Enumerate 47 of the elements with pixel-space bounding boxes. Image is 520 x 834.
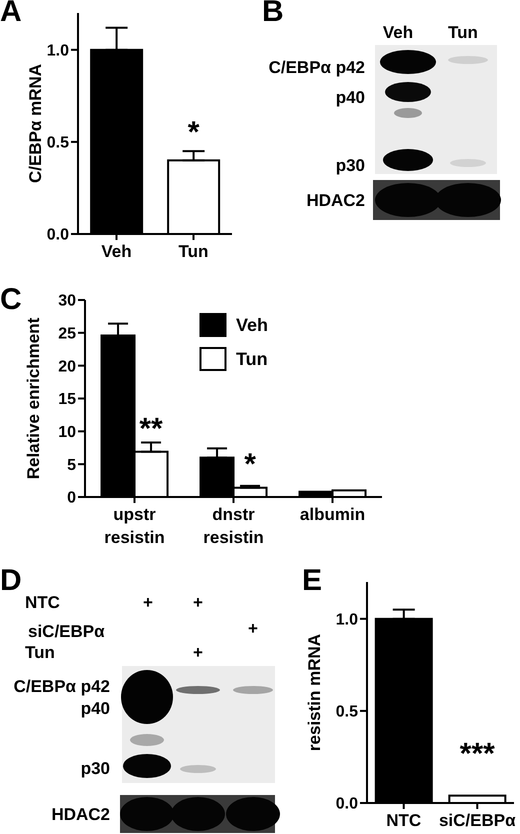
y-tick-label: 15: [58, 391, 76, 408]
y-tick-label: 30: [58, 292, 76, 310]
y-tick-label: 0.0: [46, 226, 70, 244]
x-tick-label: albumin: [300, 505, 366, 524]
x-tick-label: upstr resistin: [104, 505, 165, 547]
text: C/EBPα p42: [14, 676, 110, 696]
text: +: [248, 618, 258, 638]
y-tick-label: 5: [67, 456, 76, 474]
y-tick-label: 0: [67, 490, 76, 507]
chart-title: E: [302, 564, 322, 597]
text: p40: [336, 88, 365, 106]
text: C/EBPα p42: [268, 58, 365, 76]
y-axis-title: resistin mRNA: [304, 634, 324, 752]
y-tick-label: 0.5: [336, 704, 358, 721]
annotation: *: [188, 116, 200, 150]
legend-label: Tun: [236, 348, 268, 370]
chart-title: C: [0, 283, 22, 316]
text: +: [193, 592, 204, 612]
legend-label: Veh: [236, 314, 268, 336]
text: D: [0, 564, 22, 597]
text: +: [193, 642, 204, 662]
y-tick-label: 1.0: [336, 612, 358, 629]
text: HDAC2: [51, 804, 110, 824]
text: p30: [336, 156, 365, 174]
y-tick-label: 10: [58, 424, 76, 442]
annotation: ***: [460, 738, 496, 771]
text: p40: [80, 698, 110, 718]
y-tick-label: 0.0: [336, 796, 358, 813]
text: Tun: [448, 22, 478, 42]
x-tick-label: dnstr resistin: [203, 505, 264, 547]
annotation: **: [139, 412, 164, 446]
text: p30: [80, 758, 110, 778]
chart-title: A: [0, 0, 22, 28]
text: Tun: [25, 642, 55, 662]
text: NTC: [25, 592, 60, 612]
text: HDAC2: [306, 190, 365, 210]
y-axis-title: Relative enrichment: [24, 317, 42, 480]
text: siC/EBPα: [28, 622, 106, 640]
y-tick-label: 20: [58, 358, 76, 376]
y-axis-title: C/EBPα mRNA: [26, 64, 44, 184]
y-tick-label: 0.5: [46, 134, 70, 152]
text: B: [262, 0, 284, 28]
annotation: *: [244, 448, 256, 481]
y-tick-label: 25: [58, 326, 76, 343]
text: +: [143, 592, 154, 612]
y-tick-label: 1.0: [46, 42, 70, 60]
text: Veh: [382, 22, 414, 42]
